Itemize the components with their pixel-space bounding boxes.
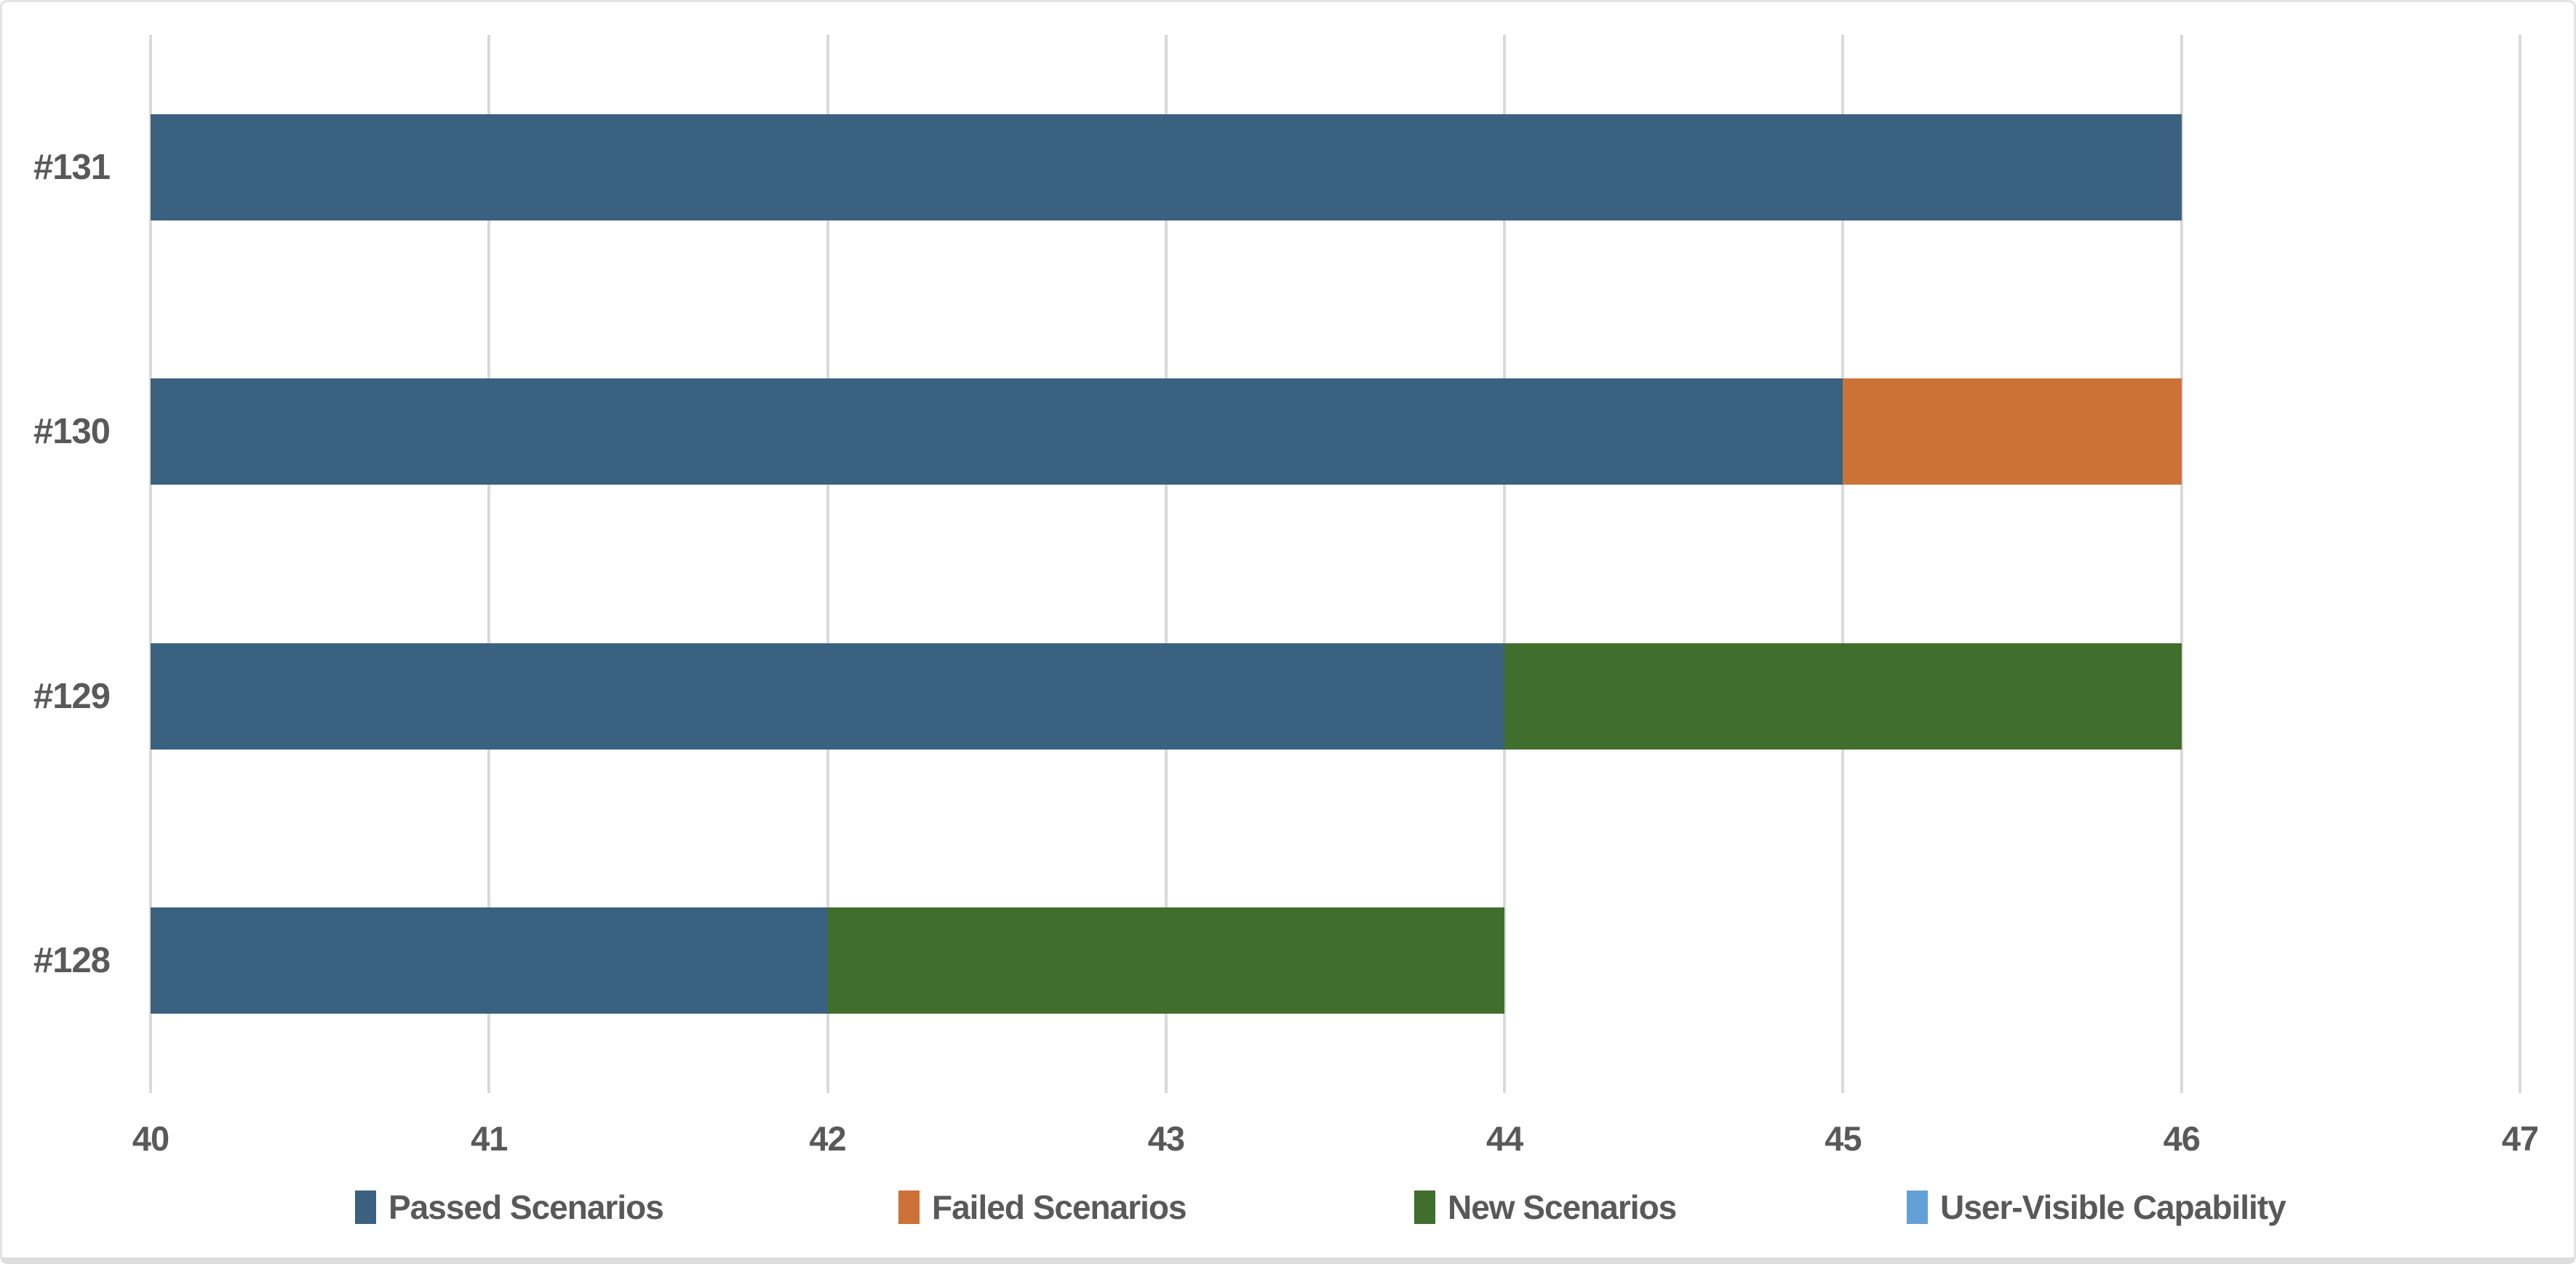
legend-label: New Scenarios [1448, 1188, 1677, 1226]
y-axis: #131 #130 #129 #128 [2, 35, 151, 1093]
legend-item-user-visible-capability: User-Visible Capability [1907, 1185, 2286, 1229]
legend-swatch-icon [1414, 1191, 1435, 1224]
gridline-46 [2180, 35, 2183, 1093]
plot-area [149, 35, 2521, 1093]
legend-item-failed-scenarios: Failed Scenarios [898, 1185, 1187, 1229]
bar-segment-new-scenarios [827, 907, 1505, 1014]
bar-segment-passed-scenarios [151, 643, 1505, 750]
legend-label: Failed Scenarios [932, 1188, 1187, 1226]
bar-segment-passed-scenarios [151, 907, 828, 1014]
gridline-40 [149, 35, 152, 1093]
bar-row [151, 564, 2520, 829]
x-tick-label: 45 [1825, 1119, 1862, 1158]
x-tick-label: 46 [2163, 1119, 2201, 1158]
x-tick-label: 40 [132, 1119, 170, 1158]
bar-row [151, 829, 2520, 1094]
bar-track [151, 378, 2520, 485]
legend-label: User-Visible Capability [1940, 1188, 2286, 1226]
legend-swatch-icon [898, 1191, 920, 1224]
bar-rows [151, 35, 2520, 1093]
x-tick-label: 43 [1147, 1119, 1185, 1158]
legend-label: Passed Scenarios [388, 1188, 664, 1226]
y-category-label: #129 [33, 676, 111, 716]
bar-segment-failed-scenarios [1843, 378, 2182, 485]
bar-track [151, 907, 2520, 1014]
bar-segment-new-scenarios [1504, 643, 2182, 750]
gridline-44 [1503, 35, 1507, 1093]
legend-swatch-icon [1907, 1191, 1928, 1224]
gridline-41 [487, 35, 491, 1093]
legend-item-passed-scenarios: Passed Scenarios [355, 1185, 664, 1229]
x-tick-label: 47 [2501, 1119, 2539, 1158]
gridline-43 [1164, 35, 1168, 1093]
gridline-47 [2519, 35, 2521, 1093]
y-category-label: #131 [33, 147, 111, 187]
bar-segment-passed-scenarios [151, 378, 1843, 485]
legend: Passed Scenarios Failed Scenarios New Scen… [2, 1185, 2574, 1229]
x-tick-label: 44 [1486, 1119, 1523, 1158]
gridline-45 [1841, 35, 1845, 1093]
x-tick-label: 42 [809, 1119, 846, 1158]
legend-item-new-scenarios: New Scenarios [1414, 1185, 1677, 1229]
bar-track [151, 643, 2520, 750]
bar-row [151, 300, 2520, 565]
bar-row [151, 35, 2520, 300]
bar-segment-passed-scenarios [151, 114, 2182, 220]
x-axis: 40 41 42 43 44 45 46 47 [132, 1118, 2539, 1165]
y-category-label: #130 [33, 412, 111, 452]
y-category-label: #128 [33, 941, 111, 981]
legend-swatch-icon [355, 1191, 376, 1224]
gridline-42 [826, 35, 829, 1093]
x-tick-label: 41 [471, 1119, 508, 1158]
bar-track [151, 114, 2520, 220]
